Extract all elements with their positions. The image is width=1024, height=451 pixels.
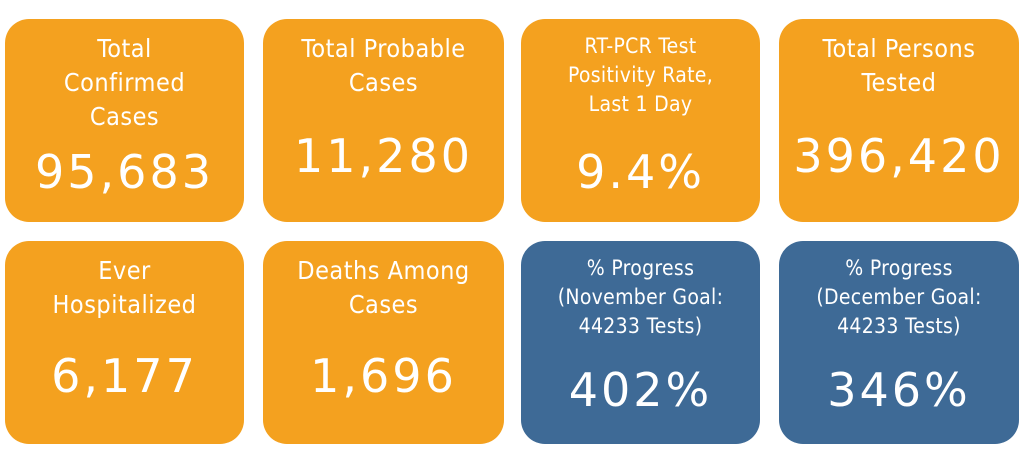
tile-progress-november-goal: % Progress (November Goal: 44233 Tests) … (521, 241, 760, 444)
tile-title: RT-PCR Test Positivity Rate, Last 1 Day (567, 34, 714, 116)
tile-title: Total Persons Tested (822, 34, 976, 97)
tile-title: Ever Hospitalized (52, 256, 197, 319)
tile-value: 95,683 (35, 145, 214, 199)
tile-title: Deaths Among Cases (297, 256, 470, 319)
tile-value: 6,177 (51, 349, 198, 403)
tile-title: % Progress (November Goal: 44233 Tests) (557, 256, 724, 338)
tile-title: Total Confirmed Cases (63, 34, 186, 131)
tile-value: 346% (827, 363, 971, 417)
tile-total-persons-tested: Total Persons Tested 396,420 (779, 19, 1019, 222)
tile-value: 402% (568, 363, 713, 417)
tile-progress-december-goal: % Progress (December Goal: 44233 Tests) … (779, 241, 1019, 444)
tile-value: 11,280 (294, 129, 473, 183)
tile-title: Total Probable Cases (301, 34, 466, 97)
tile-value: 396,420 (793, 129, 1005, 183)
tile-title: % Progress (December Goal: 44233 Tests) (816, 256, 982, 338)
tile-deaths-among-cases: Deaths Among Cases 1,696 (263, 241, 504, 444)
tile-total-confirmed-cases: Total Confirmed Cases 95,683 (5, 19, 244, 222)
tile-ever-hospitalized: Ever Hospitalized 6,177 (5, 241, 244, 444)
tile-value: 1,696 (310, 349, 457, 403)
tile-rt-pcr-positivity-rate: RT-PCR Test Positivity Rate, Last 1 Day … (521, 19, 760, 222)
tile-value: 9.4% (576, 145, 705, 199)
tile-total-probable-cases: Total Probable Cases 11,280 (263, 19, 504, 222)
